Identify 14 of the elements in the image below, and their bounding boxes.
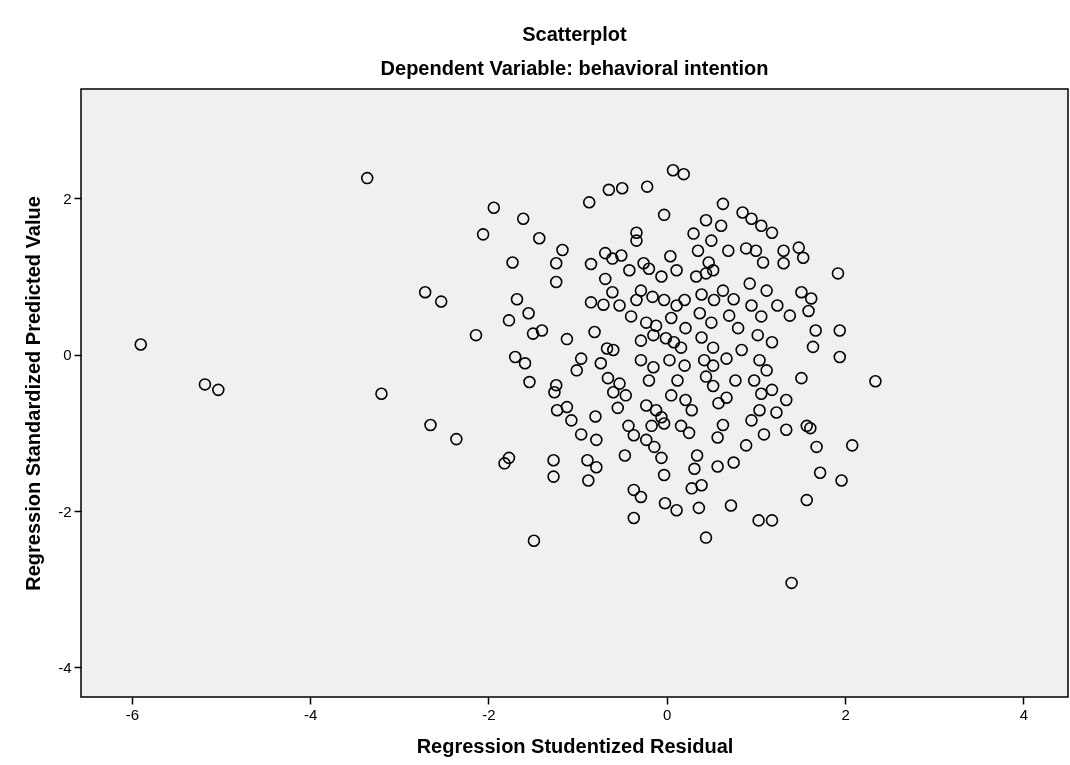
x-tick-label: 0 [663, 705, 672, 723]
x-tick-label: -6 [125, 705, 139, 723]
y-tick-label: -2 [58, 502, 72, 520]
x-tick-label: -2 [482, 705, 496, 723]
x-tick-label: 4 [1019, 705, 1029, 723]
x-tick-label: -4 [303, 705, 318, 723]
chart-title: Scatterplot [522, 23, 628, 45]
x-axis-title: Regression Studentized Residual [416, 734, 734, 757]
y-axis-title: Regression Standardized Predicted Value [22, 196, 45, 591]
x-tick-label: 2 [841, 705, 850, 723]
y-tick-label: -4 [58, 658, 72, 676]
chart-subtitle: Dependent Variable: behavioral intention [380, 57, 769, 79]
y-tick-label: 2 [63, 189, 72, 207]
y-tick-label: 0 [63, 346, 72, 364]
